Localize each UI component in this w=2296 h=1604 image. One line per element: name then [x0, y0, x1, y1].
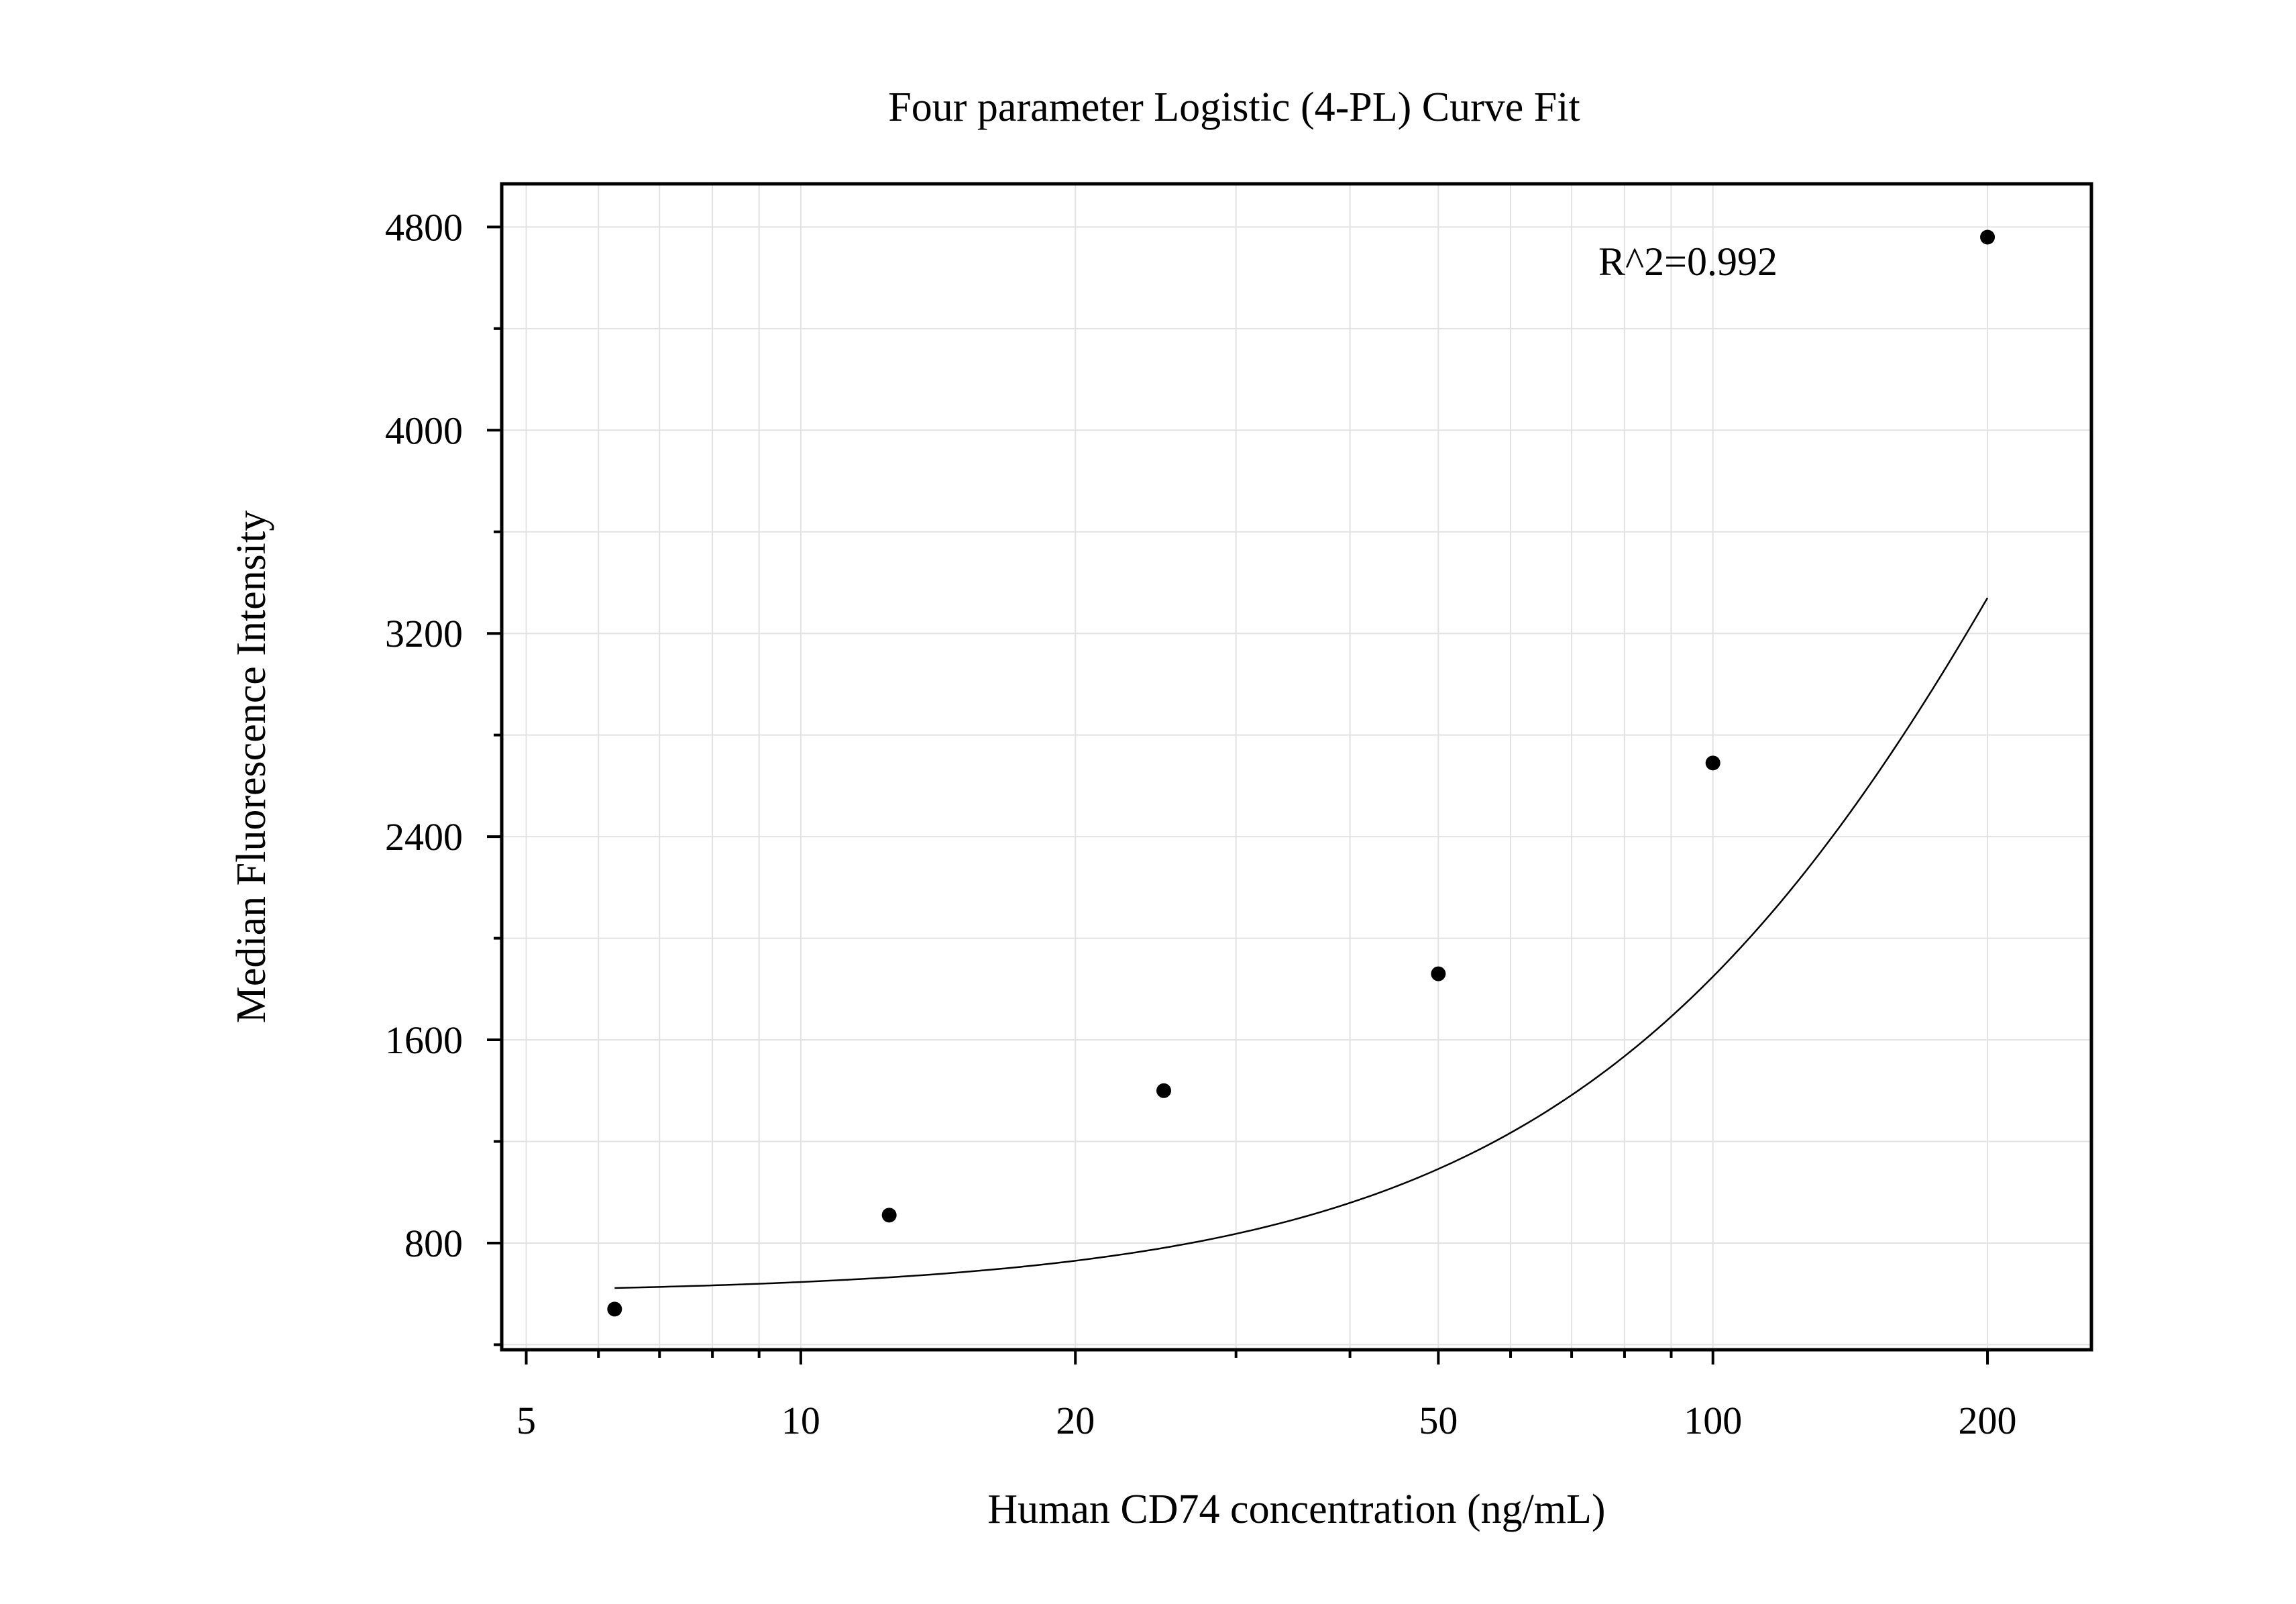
x-tick-label: 100: [1684, 1399, 1742, 1442]
y-tick-label: 1600: [385, 1018, 463, 1062]
y-tick-label: 2400: [385, 815, 463, 859]
y-tick-label: 800: [404, 1222, 463, 1265]
data-point: [1156, 1083, 1172, 1098]
x-axis-title: Human CD74 concentration (ng/mL): [987, 1487, 1605, 1532]
x-tick-label: 10: [781, 1399, 820, 1442]
r-squared-annotation: R^2=0.992: [1598, 239, 1778, 284]
data-point: [1705, 755, 1720, 771]
chart-title: Four parameter Logistic (4-PL) Curve Fit: [888, 85, 1580, 130]
y-tick-label: 3200: [385, 612, 463, 655]
data-point: [881, 1208, 897, 1223]
data-point: [1431, 966, 1446, 981]
x-axis-ticks: 5 10 20 50 100 200: [516, 1350, 2017, 1442]
fit-curve: [614, 597, 1989, 1289]
y-axis-title: Median Fluorescence Intensity: [229, 511, 274, 1023]
x-tick-label: 200: [1959, 1399, 2017, 1442]
y-tick-label: 4800: [385, 205, 463, 249]
plot-frame: [500, 182, 2093, 1352]
data-point: [607, 1301, 622, 1317]
x-tick-label: 5: [516, 1399, 536, 1442]
x-tick-label: 20: [1056, 1399, 1095, 1442]
data-point: [1980, 229, 1996, 245]
fit-curve-layer: [614, 597, 1989, 1289]
data-points: [607, 229, 1996, 1317]
y-axis-ticks: 800 1600 2400 3200 4000 4800: [385, 205, 502, 1346]
y-tick-label: 4000: [385, 409, 463, 452]
grid: [502, 184, 2091, 1350]
x-tick-label: 50: [1419, 1399, 1458, 1442]
